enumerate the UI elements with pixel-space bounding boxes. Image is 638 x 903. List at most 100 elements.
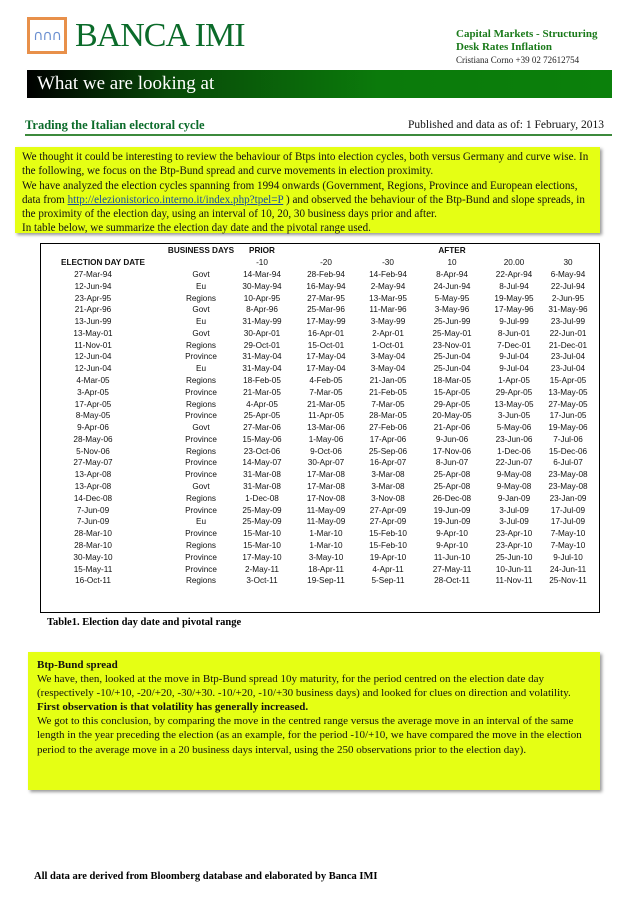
table-cell: 18-Feb-05 [243, 376, 281, 386]
table-cell: Regions [185, 540, 217, 550]
table-cell: 16-Apr-07 [369, 458, 407, 468]
table-cell: 4-Feb-05 [309, 376, 343, 386]
observation-box: Btp-Bund spread We have, then, looked at… [28, 652, 600, 790]
table-cell: 16-May-94 [306, 281, 346, 291]
table-cell: 14-Dec-08 [73, 493, 113, 503]
logo-icon: ∩∩∩ [27, 17, 67, 54]
table-cell: Province [185, 564, 217, 574]
table-cell: 7-Mar-05 [309, 387, 343, 397]
divider [25, 134, 612, 136]
table-cell: 11-Mar-96 [369, 305, 407, 315]
table-cell: 7-Mar-05 [371, 399, 405, 409]
source-link[interactable]: http://elezionistorico.interno.it/index.… [67, 193, 284, 206]
table-cell: 12-Jun-04 [74, 364, 112, 374]
table-cell: 17-Nov-08 [306, 493, 346, 503]
section-banner: What we are looking at [27, 70, 612, 98]
table-cell: 4-Apr-05 [246, 399, 278, 409]
table-cell: Province [185, 529, 217, 539]
table-cell: 3-Oct-11 [246, 576, 278, 586]
table-cell: 9-Jul-99 [499, 317, 529, 327]
column-header: ELECTION DAY DATE [60, 258, 145, 267]
table-cell: Eu [195, 517, 206, 527]
table-cell: 17-Mar-08 [307, 482, 345, 492]
table-cell: 16-Apr-01 [307, 328, 345, 338]
table-cell: 30-May-10 [73, 552, 113, 562]
brand-name: BANCA IMI [75, 17, 246, 54]
table-cell: 15-Apr-05 [433, 387, 471, 397]
table-cell: 21-Dec-01 [548, 340, 588, 350]
table-row: 30-May-10 Province 17-May-10 3-May-10 19-Apr… [41, 552, 599, 564]
desk-info: Capital Markets - Structuring Desk Rates… [456, 28, 597, 67]
table-cell: 11-May-09 [306, 505, 346, 515]
table-cell: 15-May-11 [73, 564, 113, 574]
table-cell: 17-Jun-05 [549, 411, 587, 421]
table-row: 7-Jun-09 Province 25-May-09 11-May-09 27-Apr… [41, 505, 599, 517]
table-cell: 15-Feb-10 [369, 529, 407, 539]
table-cell: 9-Apr-10 [436, 529, 468, 539]
desk-line-1: Capital Markets - Structuring [456, 28, 598, 40]
table-row: 28-May-06 Province 15-May-06 1-May-06 17-Apr… [41, 434, 599, 446]
table-cell: 25-May-09 [242, 505, 282, 515]
table-row: 15-May-11 Province 2-May-11 18-Apr-11 4-Apr-… [41, 564, 599, 576]
table-row: 13-Apr-08 Province 31-Mar-08 17-Mar-08 3-Mar… [41, 469, 599, 481]
report-subtitle: Trading the Italian electoral cycle [25, 118, 205, 132]
table-cell: 23-Jul-04 [550, 352, 586, 362]
table-cell: 19-Apr-10 [369, 552, 407, 562]
table-cell: 15-Dec-06 [548, 446, 588, 456]
table-cell: 25-Sep-06 [368, 446, 408, 456]
table-cell: 19-Jun-09 [433, 505, 471, 515]
table-cell: 23-May-08 [548, 482, 588, 492]
table-cell: 23-Jul-99 [550, 317, 586, 327]
table-cell: Regions [185, 376, 217, 386]
table-cell: 30-Apr-01 [243, 328, 281, 338]
logo-glyph: ∩∩∩ [33, 27, 62, 44]
table-row: 12-Jun-04 Province 31-May-04 17-May-04 3-May… [41, 351, 599, 363]
table-row: 14-Dec-08 Regions 1-Dec-08 17-Nov-08 3-Nov-0… [41, 493, 599, 505]
table-cell: 27-Apr-09 [369, 517, 407, 527]
table-cell: 7-Jun-09 [76, 517, 110, 527]
table-cell: Regions [185, 493, 217, 503]
table-cell: 7-May-10 [550, 529, 586, 539]
table-cell: 25-Mar-96 [307, 305, 345, 315]
published-date: Published and data as of: 1 February, 20… [408, 119, 604, 131]
table-cell: 23-Apr-95 [74, 293, 112, 303]
column-header: 20.00 [503, 258, 525, 267]
table-cell: 13-Mar-95 [369, 293, 407, 303]
table-cell: 19-May-06 [548, 423, 588, 433]
table-row: 21-Apr-96 Govt 8-Apr-96 25-Mar-96 11-Mar-96 3… [41, 304, 599, 316]
table-cell: Province [185, 552, 217, 562]
table-cell: 9-Jun-06 [435, 434, 469, 444]
table-cell: 15-May-06 [242, 434, 282, 444]
table-cell: 20-May-05 [432, 411, 472, 421]
group-business-days: BUSINESS DAYS [167, 246, 235, 255]
table-cell: 27-May-05 [548, 399, 588, 409]
table-cell: 3-Jun-05 [497, 411, 531, 421]
table-cell: 17-Apr-06 [369, 434, 407, 444]
table-cell: 25-Apr-08 [433, 482, 471, 492]
table-cell: Govt [192, 305, 210, 315]
table-cell: 6-Jul-07 [553, 458, 583, 468]
table-cell: 14-Mar-94 [243, 270, 281, 279]
table-cell: 13-Apr-08 [74, 470, 112, 480]
table-cell: 19-May-95 [494, 293, 534, 303]
contact: Cristiana Corno +39 02 72612754 [456, 55, 580, 65]
table-cell: 27-Mar-94 [74, 270, 112, 279]
table-cell: Govt [192, 482, 210, 492]
table-row: 28-Mar-10 Province 15-Mar-10 1-Mar-10 15-Feb… [41, 528, 599, 540]
table-cell: 27-Mar-06 [243, 423, 281, 433]
table-row: 3-Apr-05 Province 21-Mar-05 7-Mar-05 21-Feb-… [41, 387, 599, 399]
table-cell: 21-Apr-96 [74, 305, 112, 315]
table-cell: Regions [185, 340, 217, 350]
table-cell: 28-Feb-94 [307, 270, 345, 279]
table-row: 12-Jun-94 Eu 30-May-94 16-May-94 2-May-94 24-… [41, 281, 599, 293]
table-cell: Province [185, 387, 217, 397]
table-cell: Province [185, 458, 217, 468]
table-cell: Province [185, 505, 217, 515]
table-cell: 17-May-04 [306, 364, 346, 374]
table-cell: 14-May-07 [242, 458, 282, 468]
table-cell: 3-Jul-09 [499, 505, 529, 515]
table-cell: 25-Jun-04 [433, 364, 471, 374]
table-cell: 25-Jun-10 [495, 552, 533, 562]
group-after: AFTER [438, 246, 466, 255]
table-cell: Regions [185, 576, 217, 586]
